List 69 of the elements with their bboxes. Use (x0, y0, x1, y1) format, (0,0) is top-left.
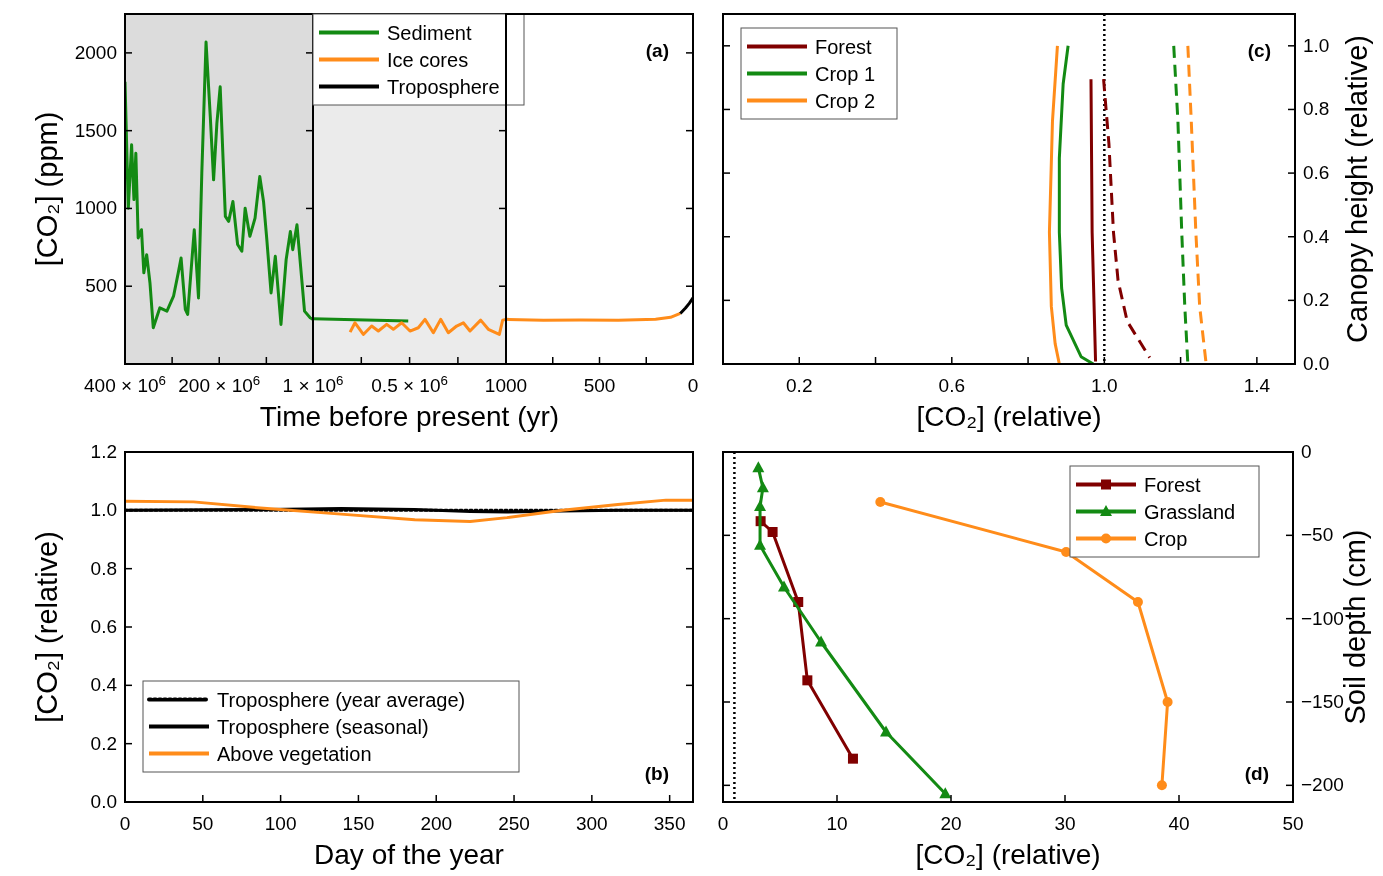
x-tick-label: 350 (653, 813, 686, 834)
x-tick-label: 0.2 (786, 375, 813, 396)
y2-tick-label: 0.4 (1303, 225, 1330, 247)
y2-tick-label: 0.8 (1303, 98, 1330, 120)
x-tick-label: 20 (940, 813, 962, 834)
y2-tick-label: 0 (1301, 441, 1312, 462)
y-tick-label: 0.2 (90, 732, 117, 754)
x-tick-label: 500 (583, 375, 616, 396)
y2-tick-label: −50 (1301, 524, 1334, 546)
y2-tick-label: 0.2 (1303, 289, 1330, 311)
x-tick-label: 300 (576, 813, 608, 834)
y-tick-label: 1500 (74, 119, 117, 141)
y-tick-label: 0.0 (90, 791, 117, 812)
x-tick-label: 0 (717, 813, 729, 834)
legend-label: Above vegetation (217, 742, 372, 765)
x-axis-title: Day of the year (314, 839, 504, 870)
text: (d) (1244, 763, 1269, 784)
y-tick-label: 1000 (74, 197, 117, 219)
x-tick-label: 100 (264, 813, 297, 834)
y-tick-label: 500 (85, 275, 117, 297)
legend-label: Troposphere (year average) (217, 688, 466, 711)
x-tick-label: 400 × 10$^{6}$ (84, 372, 166, 396)
x-tick-label: 250 (498, 813, 530, 834)
legend-label: Grassland (1144, 500, 1236, 523)
x-tick-label: 1 × 10$^{6}$ (282, 372, 344, 396)
x-tick-label: 0.6 (938, 375, 966, 396)
legend-label: Crop 1 (815, 62, 876, 85)
y2-tick-label: 0.0 (1303, 353, 1330, 374)
y-tick-label: 2000 (74, 41, 117, 63)
x-tick-label: 10 (826, 813, 848, 834)
x-tick-label: 200 × 10$^{6}$ (178, 372, 261, 396)
y-tick-label: 0.8 (90, 557, 117, 579)
y-tick-label: 1.2 (90, 441, 117, 462)
y2-axis-title: Canopy height (relative) (1341, 35, 1373, 343)
x-axis-title: [CO₂] (relative) (915, 839, 1101, 870)
y-axis-title: [CO₂] (relative) (31, 531, 63, 723)
x-tick-label: 50 (1282, 813, 1304, 834)
x-axis-title: [CO₂] (relative) (916, 401, 1102, 432)
y2-tick-label: −200 (1301, 774, 1344, 796)
text: (b) (644, 763, 669, 784)
y2-tick-label: −150 (1301, 691, 1344, 712)
y-axis-title: [CO₂] (ppm) (31, 111, 63, 267)
legend-label: Forest (1144, 473, 1202, 496)
y2-tick-label: 0.6 (1303, 162, 1330, 184)
y-tick-label: 0.4 (90, 674, 118, 696)
x-tick-label: 150 (342, 813, 375, 834)
x-tick-label: 1.0 (1091, 375, 1118, 396)
legend-label: Crop (1144, 527, 1188, 550)
y-tick-label: 0.6 (90, 616, 117, 637)
y-tick-label: 1.0 (90, 499, 117, 521)
text: Sediment (387, 21, 472, 44)
legend-label: Troposphere (seasonal) (217, 715, 429, 738)
text: Troposphere (387, 75, 500, 98)
y2-tick-label: 1.0 (1303, 34, 1330, 56)
x-tick-label: 30 (1054, 813, 1076, 834)
x-tick-label: 0 (687, 375, 699, 396)
x-tick-label: 50 (192, 813, 214, 834)
legend-label: Ice cores (387, 48, 469, 71)
x-tick-label: 0 (119, 813, 131, 834)
legend-label: Crop 2 (815, 89, 876, 112)
x-tick-label: 40 (1168, 813, 1190, 834)
x-tick-label: 200 (420, 813, 453, 834)
legend-label: Forest (815, 35, 873, 58)
x-axis-title: Time before present (yr) (259, 401, 560, 432)
x-tick-label: 0.5 × 10$^{6}$ (371, 372, 448, 396)
x-tick-label: 1.4 (1243, 375, 1271, 396)
x-tick-label: 1000 (484, 375, 528, 396)
text: (c) (1247, 40, 1271, 61)
text: (a) (645, 40, 669, 61)
